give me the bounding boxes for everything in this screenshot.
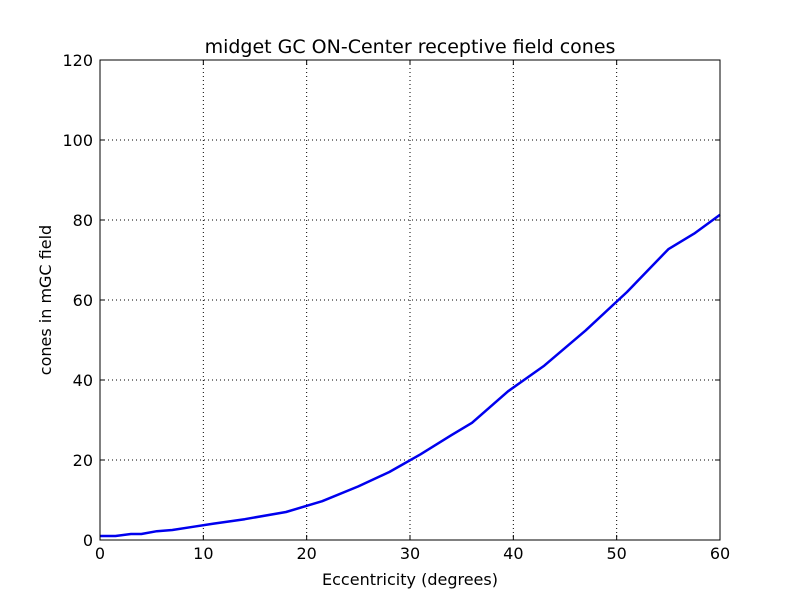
- x-tick-label: 30: [400, 544, 420, 563]
- x-tick-label: 50: [606, 544, 626, 563]
- y-tick-label: 20: [73, 451, 93, 470]
- x-tick-label: 40: [503, 544, 523, 563]
- x-axis-title: Eccentricity (degrees): [322, 570, 498, 589]
- y-tick-label: 40: [73, 371, 93, 390]
- y-tick-label: 0: [83, 531, 93, 550]
- y-tick-label: 80: [73, 211, 93, 230]
- x-tick-label: 10: [193, 544, 213, 563]
- series-line: [100, 213, 721, 538]
- y-tick-label: 60: [73, 291, 93, 310]
- series-layer: [100, 213, 721, 538]
- x-tick-label: 0: [95, 544, 105, 563]
- x-tick-label: 20: [296, 544, 316, 563]
- y-tick-label: 100: [62, 131, 93, 150]
- x-tick-label: 60: [710, 544, 730, 563]
- y-tick-label: 120: [62, 51, 93, 70]
- y-axis-title: cones in mGC field: [36, 225, 55, 375]
- tick-layer: 0 10 20 30 40 50 60 0 20 40 60 80 100 120: [62, 51, 730, 563]
- chart-title: midget GC ON-Center receptive field cone…: [205, 36, 616, 58]
